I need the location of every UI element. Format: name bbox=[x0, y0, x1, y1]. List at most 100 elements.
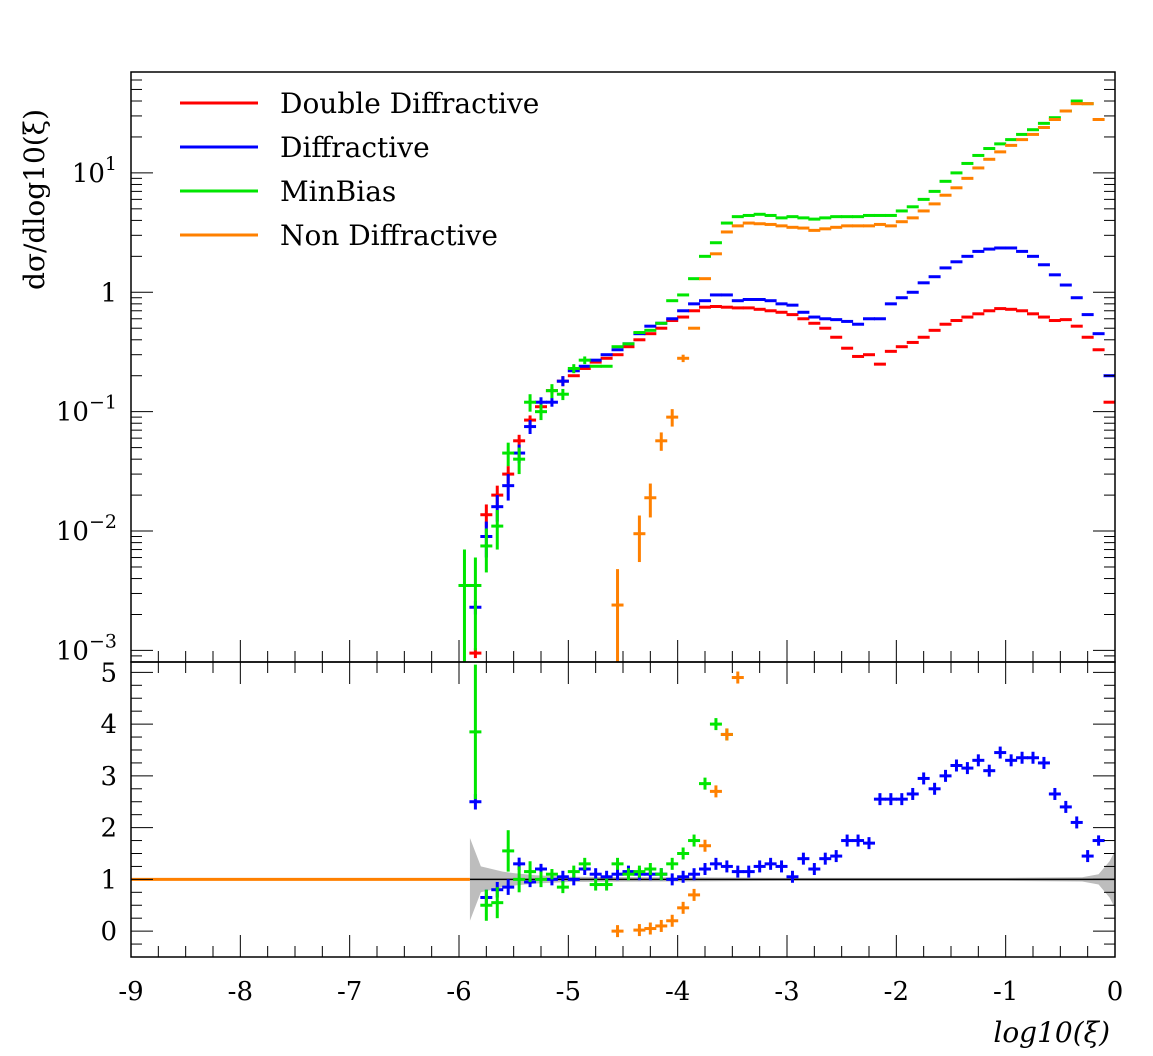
ratio-point-non-diffractive-1 bbox=[633, 924, 646, 937]
point-diffractive-8 bbox=[556, 376, 569, 387]
point-minbias-8 bbox=[545, 384, 558, 399]
legend-item-non-diffractive: Non Diffractive bbox=[180, 219, 498, 252]
ratio-point-diffractive-18 bbox=[666, 873, 679, 886]
ratio-point-diffractive-22 bbox=[709, 857, 722, 870]
point-non-diffractive-0 bbox=[611, 569, 624, 662]
ratio-point-non-diffractive-7 bbox=[699, 839, 711, 852]
ratio-point-minbias-8 bbox=[556, 881, 569, 894]
ratio-point-diffractive-46 bbox=[972, 754, 985, 767]
ratio-point-minbias-15 bbox=[633, 865, 646, 878]
ratio-point-non-diffractive-2 bbox=[644, 922, 657, 935]
ratio-point-non-diffractive-6 bbox=[688, 888, 701, 901]
ratio-point-non-diffractive-10 bbox=[731, 671, 744, 684]
y-tick-label-upper: 10−1 bbox=[56, 392, 117, 428]
point-minbias-3 bbox=[491, 510, 504, 550]
point-diffractive-3 bbox=[502, 474, 515, 501]
ratio-point-diffractive-42 bbox=[928, 782, 941, 795]
ratio-point-minbias-5 bbox=[524, 861, 537, 882]
x-tick-label: 0 bbox=[1107, 977, 1124, 1007]
point-minbias-0 bbox=[458, 549, 471, 662]
ratio-point-diffractive-56 bbox=[1081, 850, 1094, 863]
point-non-diffractive-5 bbox=[677, 354, 690, 363]
y-tick-label-upper: 101 bbox=[72, 153, 117, 189]
ratio-point-minbias-19 bbox=[677, 847, 690, 860]
ratio-point-diffractive-19 bbox=[677, 870, 690, 883]
y-tick-label-upper: 10−3 bbox=[56, 630, 117, 666]
ratio-point-diffractive-44 bbox=[950, 759, 963, 772]
axis-labels: dσ/dlog10(ξ) log10(ξ) bbox=[18, 109, 1110, 1049]
ratio-point-minbias-18 bbox=[666, 857, 679, 870]
ratio-point-minbias-2 bbox=[491, 887, 504, 919]
ratio-series-non-diffractive bbox=[611, 671, 744, 938]
ratio-point-diffractive-57 bbox=[1092, 835, 1105, 846]
ratio-point-diffractive-43 bbox=[939, 769, 952, 782]
ratio-point-minbias-21 bbox=[699, 777, 711, 790]
y-tick-label-base: 1 bbox=[100, 278, 117, 308]
y-tick-label-base: 10 bbox=[56, 636, 89, 666]
ratio-point-diffractive-45 bbox=[961, 762, 974, 775]
ratio-point-minbias-20 bbox=[688, 834, 701, 847]
point-non-diffractive-1 bbox=[633, 515, 646, 563]
point-diffractive-7 bbox=[545, 398, 558, 407]
y-tick-label-base: 10 bbox=[56, 517, 89, 547]
ratio-point-diffractive-34 bbox=[841, 834, 854, 847]
ratio-point-non-diffractive-0 bbox=[611, 925, 624, 938]
ratio-point-diffractive-41 bbox=[917, 772, 930, 785]
ratio-point-diffractive-51 bbox=[1027, 751, 1039, 764]
ratio-point-non-diffractive-9 bbox=[720, 728, 733, 741]
y-tick-label-exponent: −3 bbox=[89, 630, 117, 652]
ratio-point-minbias-13 bbox=[611, 857, 624, 870]
ratio-point-diffractive-30 bbox=[797, 852, 810, 865]
y-tick-label-lower: 2 bbox=[100, 814, 117, 844]
x-tick-label: -8 bbox=[228, 977, 253, 1007]
x-tick-label: -3 bbox=[774, 977, 799, 1007]
ratio-point-diffractive-23 bbox=[720, 860, 733, 873]
point-non-diffractive-4 bbox=[666, 409, 679, 427]
ratio-point-minbias-16 bbox=[644, 863, 657, 876]
point-non-diffractive-2 bbox=[644, 483, 657, 518]
point-minbias-10 bbox=[567, 364, 580, 374]
lower-frame bbox=[130, 661, 1116, 958]
ratio-point-minbias-22 bbox=[709, 718, 722, 731]
legend-label: MinBias bbox=[280, 175, 396, 208]
ratio-point-diffractive-36 bbox=[863, 837, 875, 850]
x-tick-label: -7 bbox=[337, 977, 362, 1007]
point-diffractive-59 bbox=[1114, 472, 1115, 476]
ratio-point-minbias-6 bbox=[535, 871, 547, 888]
x-tick-label: -4 bbox=[665, 977, 690, 1007]
ratio-point-non-diffractive-4 bbox=[666, 914, 679, 927]
y-tick-label-lower: 3 bbox=[100, 762, 117, 792]
x-tick-label: -6 bbox=[446, 977, 471, 1007]
x-tick-label: -2 bbox=[884, 977, 909, 1007]
ratio-point-minbias-11 bbox=[589, 878, 602, 891]
ratio-point-diffractive-32 bbox=[819, 852, 832, 865]
ratio-point-non-diffractive-5 bbox=[677, 901, 690, 914]
ratio-series-minbias bbox=[469, 664, 733, 921]
ratio-point-minbias-7 bbox=[545, 869, 558, 880]
y-tick-label-lower: 4 bbox=[100, 710, 117, 740]
lower-plot bbox=[131, 664, 1115, 938]
x-tick-label: -1 bbox=[993, 977, 1018, 1007]
ratio-point-diffractive-28 bbox=[775, 860, 788, 873]
ratio-point-diffractive-25 bbox=[742, 865, 755, 878]
ratio-point-non-diffractive-8 bbox=[709, 785, 722, 798]
legend-item-minbias: MinBias bbox=[180, 175, 396, 208]
ratio-point-minbias-0 bbox=[469, 664, 482, 800]
ratio-point-minbias-9 bbox=[567, 865, 580, 878]
ratio-point-minbias-10 bbox=[578, 857, 591, 870]
ratio-point-diffractive-8 bbox=[556, 870, 569, 883]
ratio-point-non-diffractive-3 bbox=[655, 919, 668, 932]
ratio-point-diffractive-29 bbox=[786, 870, 799, 883]
point-minbias-9 bbox=[556, 388, 569, 401]
point-diffractive-5 bbox=[524, 420, 537, 434]
y-tick-label-lower: 0 bbox=[100, 917, 117, 947]
ratio-point-diffractive-26 bbox=[753, 860, 766, 873]
ratio-series-diffractive bbox=[469, 746, 1105, 906]
ratio-point-diffractive-47 bbox=[983, 764, 996, 777]
y-tick-label-base: 10 bbox=[72, 159, 105, 189]
legend-label: Non Diffractive bbox=[280, 219, 498, 252]
ratio-point-diffractive-24 bbox=[731, 865, 744, 878]
legend-label: Diffractive bbox=[280, 131, 430, 164]
ratio-point-diffractive-3 bbox=[502, 879, 515, 895]
ratio-point-diffractive-40 bbox=[906, 787, 919, 800]
